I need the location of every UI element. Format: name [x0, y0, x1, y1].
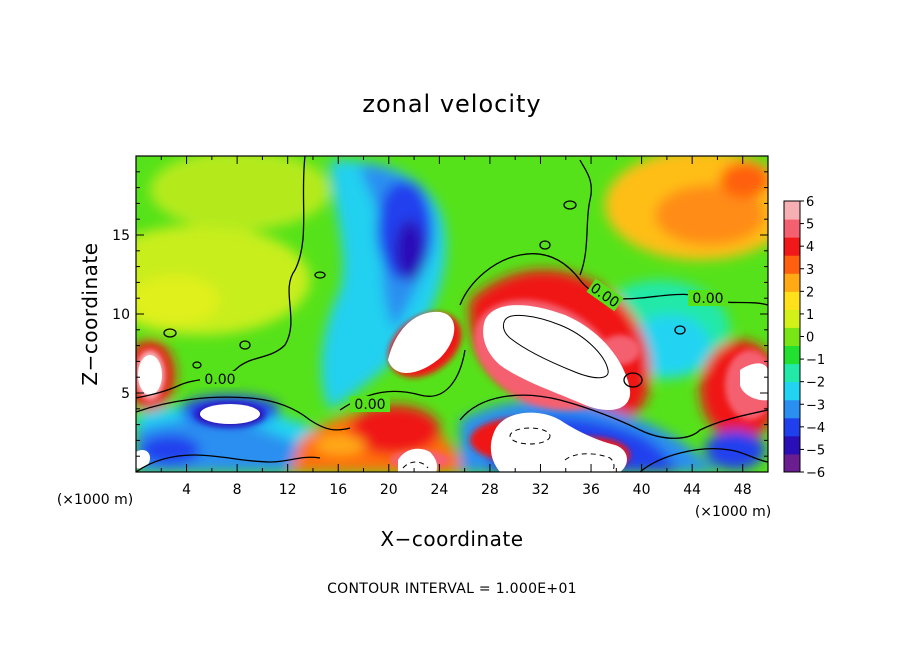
x-tick-label: 16 — [329, 482, 347, 498]
contour-label: 0.00 — [204, 372, 235, 388]
colorbar-swatch — [784, 453, 800, 473]
colorbar-swatch — [784, 219, 800, 238]
contour-label: 0.00 — [354, 397, 385, 413]
colorbar-tick-label: −3 — [806, 398, 825, 413]
colorbar-swatch — [784, 417, 800, 437]
x-unit-right: (×1000 m) — [695, 504, 771, 520]
colorbar-tick-label: −6 — [806, 466, 825, 481]
y-tick-label: 10 — [112, 307, 130, 323]
colorbar-swatch — [784, 327, 800, 347]
x-axis-label: X−coordinate — [380, 527, 523, 551]
colorbar-swatch — [784, 363, 800, 383]
colorbar-tick-label: 3 — [806, 263, 814, 278]
colorbar-swatch — [784, 237, 800, 256]
colorbar-swatch — [784, 309, 800, 328]
colorbar-swatch — [784, 201, 800, 220]
colorbar-swatch — [784, 273, 800, 292]
colorbar-swatch — [784, 381, 800, 401]
x-unit-left: (×1000 m) — [57, 492, 133, 508]
x-tick-label: 28 — [481, 482, 499, 498]
colorbar-tick-label: 0 — [806, 331, 814, 346]
colorbar-tick-label: −5 — [806, 443, 825, 458]
colorbar-swatch — [784, 435, 800, 455]
x-tick-label: 36 — [582, 482, 600, 498]
colorbar-swatch — [784, 291, 800, 310]
colorbar-tick-label: 2 — [806, 285, 814, 300]
contour-interval-footer: CONTOUR INTERVAL = 1.000E+01 — [327, 581, 577, 597]
chart-title: zonal velocity — [362, 90, 541, 118]
y-tick-label: 5 — [121, 386, 130, 402]
x-tick-label: 32 — [532, 482, 550, 498]
x-tick-label: 44 — [683, 482, 701, 498]
colorbar-swatch — [784, 345, 800, 365]
colorbar — [783, 200, 801, 473]
colorbar-swatch — [784, 399, 800, 419]
colorbar-swatch — [784, 255, 800, 274]
colorbar-tick-label: −1 — [806, 353, 825, 368]
y-tick-label: 15 — [112, 228, 130, 244]
colorbar-tick-label: −4 — [806, 421, 825, 436]
contour-label: 0.00 — [692, 291, 723, 307]
x-axis-ticks: 4 8 12 16 20 24 28 32 36 40 44 48 — [160, 156, 752, 498]
x-tick-label: 40 — [633, 482, 651, 498]
x-tick-label: 8 — [233, 482, 242, 498]
colorbar-tick-label: 5 — [806, 218, 814, 233]
colorbar-tick-label: −2 — [806, 376, 825, 391]
x-tick-label: 4 — [182, 482, 191, 498]
colorbar-tick-label: 1 — [806, 308, 814, 323]
plot-area: 0.00 0.00 0.00 0.00 — [136, 156, 768, 472]
x-tick-label: 12 — [279, 482, 297, 498]
y-axis-label: Z−coordinate — [78, 242, 102, 385]
x-tick-label: 20 — [380, 482, 398, 498]
colorbar-ticks: 6 5 4 3 2 1 0 −1 −2 −3 −4 −5 −6 — [800, 195, 825, 481]
colorbar-tick-label: 6 — [806, 195, 814, 210]
y-axis-ticks: 5 10 15 — [112, 171, 768, 457]
x-tick-label: 48 — [734, 482, 752, 498]
x-tick-label: 24 — [430, 482, 448, 498]
colorbar-tick-label: 4 — [806, 240, 814, 255]
